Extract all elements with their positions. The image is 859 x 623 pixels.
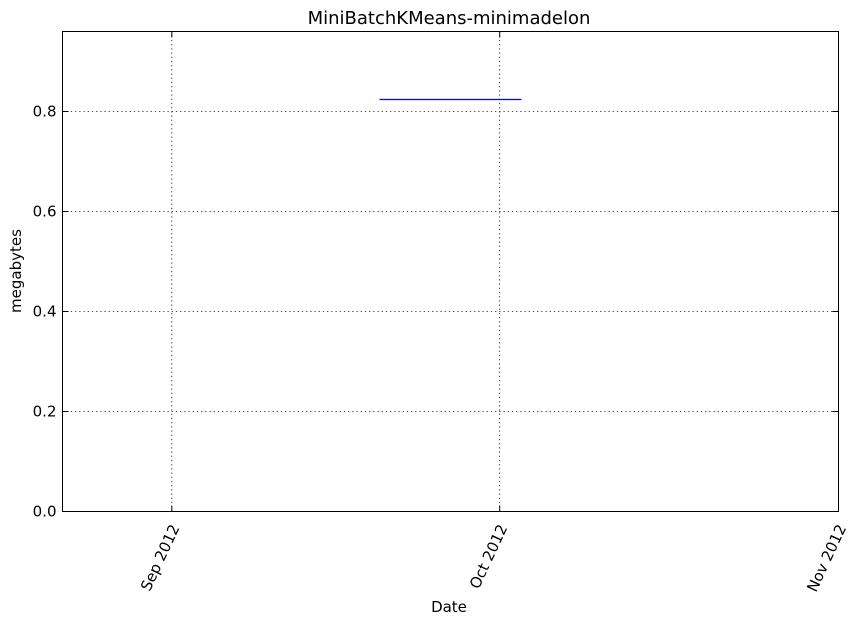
axis-ticks: 0.0 0.2 0.4 0.6 0.8 Sep 2012 Oct 2012 Nov 2012: [33, 31, 850, 595]
y-axis-label: megabytes: [7, 229, 25, 313]
grid: [62, 31, 839, 512]
y-tick-label: 0.6: [33, 203, 57, 221]
y-tick-label: 0.2: [33, 403, 57, 421]
x-tick-label: Sep 2012: [137, 522, 183, 594]
y-tick-label: 0.8: [33, 103, 57, 121]
x-tick-label: Nov 2012: [803, 522, 850, 595]
y-tick-label: 0.4: [33, 303, 57, 321]
x-tick-label: Oct 2012: [466, 522, 511, 592]
x-axis-label: Date: [431, 598, 467, 616]
y-tick-label: 0.0: [33, 503, 57, 521]
chart-title: MiniBatchKMeans-minimadelon: [308, 8, 591, 29]
plot-frame: [62, 31, 839, 512]
